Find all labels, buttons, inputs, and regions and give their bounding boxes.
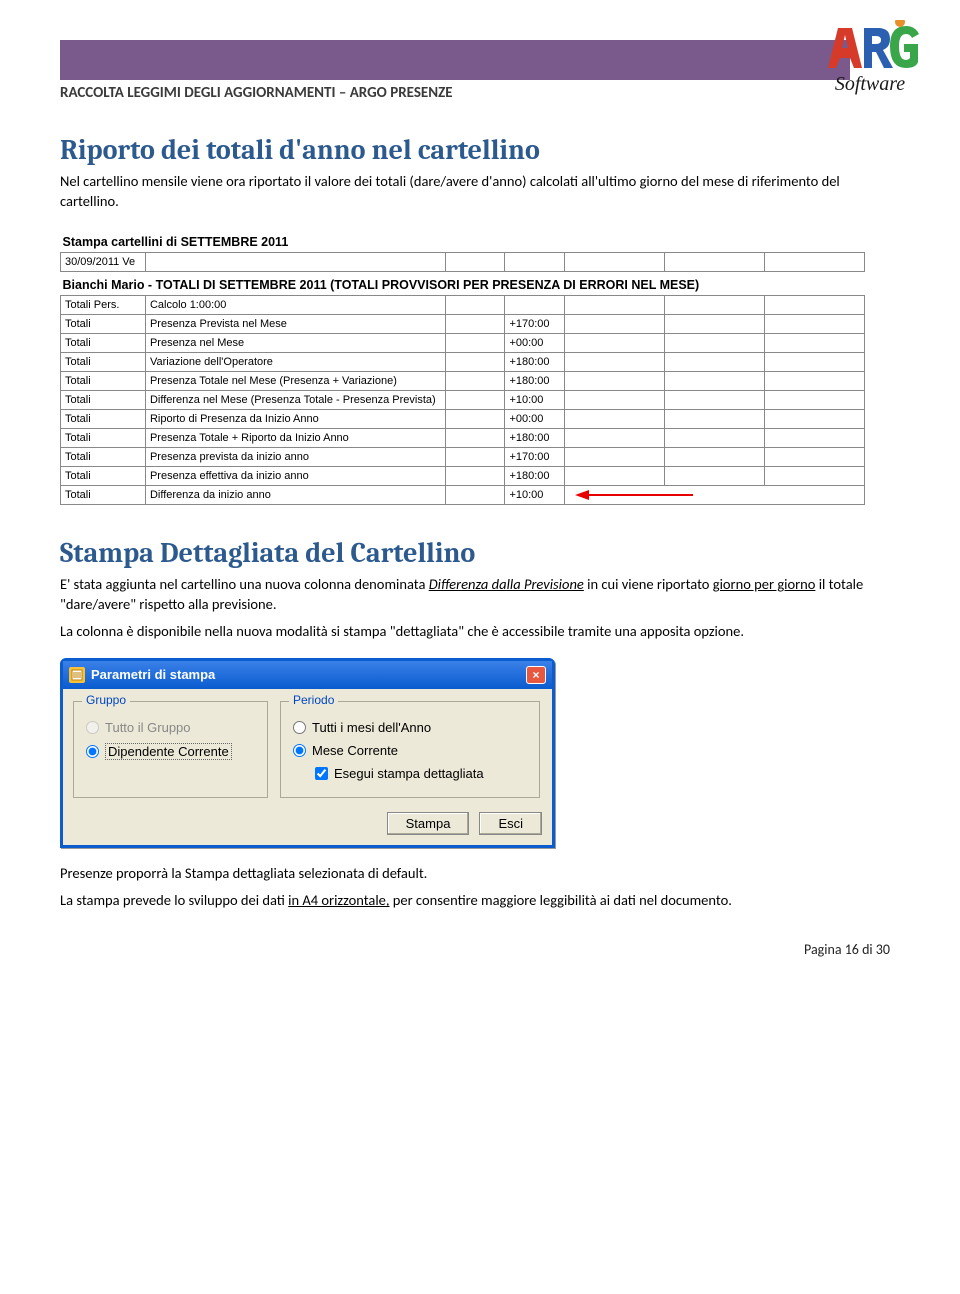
stampa-button[interactable]: Stampa <box>387 812 470 835</box>
table-row: TotaliDifferenza nel Mese (Presenza Tota… <box>61 391 865 410</box>
checkbox-input[interactable] <box>315 767 328 780</box>
para-stampa-2: La colonna è disponibile nella nuova mod… <box>60 622 900 642</box>
table-row: Totali Pers.Calcolo 1:00:00 <box>61 296 865 315</box>
radio-dipendente-corrente[interactable]: Dipendente Corrente <box>86 743 255 760</box>
table-row: TotaliRiporto di Presenza da Inizio Anno… <box>61 410 865 429</box>
dialog-titlebar: Parametri di stampa × <box>63 661 552 689</box>
fieldset-gruppo: Gruppo Tutto il Gruppo Dipendente Corren… <box>73 701 268 798</box>
radio-input[interactable] <box>86 721 99 734</box>
heading-riporto: Riporto dei totali d'anno nel cartellino <box>60 134 900 166</box>
document-header: RACCOLTA LEGGIMI DEGLI AGGIORNAMENTI – A… <box>60 84 900 102</box>
argo-logo: Software <box>820 20 920 100</box>
dialog-parametri-stampa: Parametri di stampa × Gruppo Tutto il Gr… <box>60 658 555 848</box>
heading-stampa-dettagliata: Stampa Dettagliata del Cartellino <box>60 537 900 569</box>
legend-gruppo: Gruppo <box>82 693 130 707</box>
cartellino-table: Stampa cartellini di SETTEMBRE 2011 30/0… <box>60 229 865 505</box>
radio-input[interactable] <box>86 745 99 758</box>
checkbox-label: Esegui stampa dettagliata <box>334 766 484 781</box>
radio-input[interactable] <box>293 721 306 734</box>
table-row: TotaliPresenza Totale + Riporto da Inizi… <box>61 429 865 448</box>
radio-tutto-gruppo[interactable]: Tutto il Gruppo <box>86 720 255 735</box>
radio-input[interactable] <box>293 744 306 757</box>
dialog-close-button[interactable]: × <box>526 666 546 684</box>
svg-text:Software: Software <box>835 73 905 95</box>
fieldset-periodo: Periodo Tutti i mesi dell'Anno Mese Corr… <box>280 701 540 798</box>
header-bar <box>60 40 850 80</box>
page-footer: Pagina 16 di 30 <box>60 941 900 958</box>
checkbox-stampa-dettagliata[interactable]: Esegui stampa dettagliata <box>315 766 527 781</box>
para-riporto: Nel cartellino mensile viene ora riporta… <box>60 172 900 211</box>
para-default: Presenze proporrà la Stampa dettagliata … <box>60 864 900 884</box>
dialog-app-icon <box>69 667 85 683</box>
para-a4: La stampa prevede lo sviluppo dei dati i… <box>60 891 900 911</box>
para-stampa-1: E' stata aggiunta nel cartellino una nuo… <box>60 575 900 614</box>
table-row: TotaliVariazione dell'Operatore+180:00 <box>61 353 865 372</box>
radio-mese-corrente[interactable]: Mese Corrente <box>293 743 527 758</box>
table-row: TotaliPresenza Prevista nel Mese+170:00 <box>61 315 865 334</box>
table-row: TotaliDifferenza da inizio anno+10:00 <box>61 486 865 505</box>
cart-date: 30/09/2011 Ve <box>61 253 146 272</box>
esci-button[interactable]: Esci <box>479 812 542 835</box>
radio-label: Tutti i mesi dell'Anno <box>312 720 431 735</box>
dialog-title: Parametri di stampa <box>91 667 215 682</box>
legend-periodo: Periodo <box>289 693 338 707</box>
radio-label: Dipendente Corrente <box>105 743 232 760</box>
table-row: TotaliPresenza prevista da inizio anno+1… <box>61 448 865 467</box>
table-row: TotaliPresenza Totale nel Mese (Presenza… <box>61 372 865 391</box>
table-row: TotaliPresenza effettiva da inizio anno+… <box>61 467 865 486</box>
cart-title2: Bianchi Mario - TOTALI DI SETTEMBRE 2011… <box>61 272 865 296</box>
radio-tutti-mesi[interactable]: Tutti i mesi dell'Anno <box>293 720 527 735</box>
radio-label: Mese Corrente <box>312 743 398 758</box>
radio-label: Tutto il Gruppo <box>105 720 191 735</box>
highlight-arrow-icon <box>575 489 695 501</box>
cart-title1: Stampa cartellini di SETTEMBRE 2011 <box>61 229 865 253</box>
table-row: TotaliPresenza nel Mese+00:00 <box>61 334 865 353</box>
